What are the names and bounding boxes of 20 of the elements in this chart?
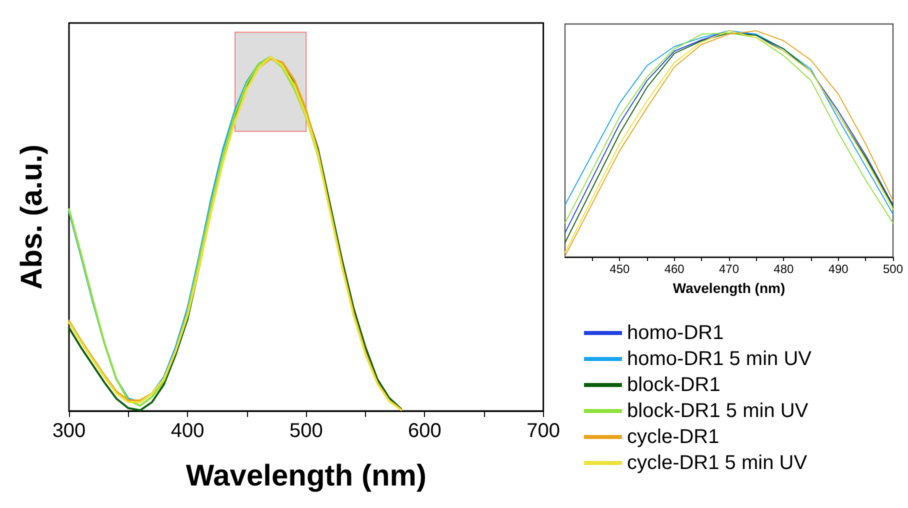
legend-label: block-DR1 bbox=[627, 374, 720, 396]
x-tick-label: 400 bbox=[170, 420, 204, 442]
x-tick-label: 450 bbox=[610, 262, 630, 276]
x-tick-label: 500 bbox=[289, 420, 323, 442]
legend-label: cycle-DR1 5 min UV bbox=[627, 452, 808, 474]
x-tick-label: 300 bbox=[52, 420, 86, 442]
x-tick-label: 600 bbox=[408, 420, 442, 442]
x-tick-label: 490 bbox=[828, 262, 849, 276]
x-axis-title: Wavelength (nm) bbox=[672, 280, 786, 296]
legend-label: homo-DR1 bbox=[627, 322, 724, 344]
x-tick-label: 480 bbox=[774, 262, 794, 276]
legend-label: block-DR1 5 min UV bbox=[627, 400, 809, 422]
x-tick-label: 470 bbox=[718, 262, 740, 276]
x-tick-label: 500 bbox=[882, 262, 904, 276]
x-axis-title: Wavelength (nm) bbox=[186, 460, 426, 492]
y-axis-title: Abs. (a.u.) bbox=[16, 144, 48, 290]
x-tick-label: 700 bbox=[526, 420, 560, 442]
legend-label: cycle-DR1 bbox=[627, 426, 720, 448]
legend-label: homo-DR1 5 min UV bbox=[627, 348, 812, 370]
x-tick-label: 460 bbox=[664, 262, 685, 276]
